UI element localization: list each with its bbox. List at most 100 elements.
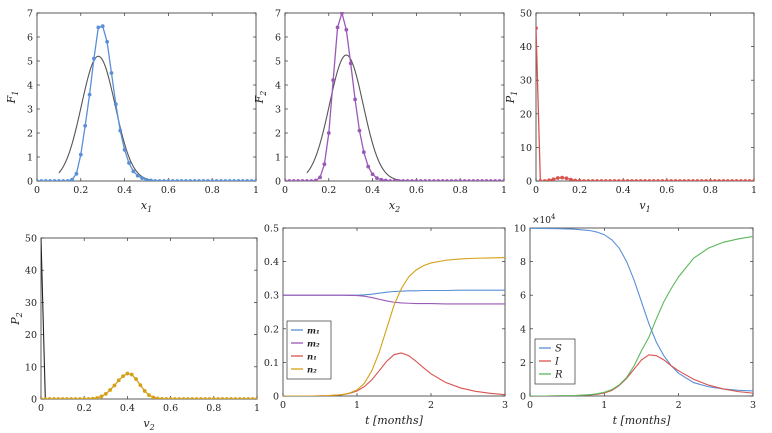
data-point [100,24,105,29]
data-point [233,397,238,399]
data-point [634,179,639,181]
series-m₂ [283,294,505,305]
data-point [73,397,78,399]
data-point [475,179,480,181]
data-point [131,169,136,174]
y-tick-label: 40 [520,42,532,53]
y-tick-label: 50 [25,234,37,245]
series-simulated [37,24,256,181]
y-tick-label: 1 [275,153,281,164]
data-point [542,179,547,181]
data-point [105,39,109,44]
data-point [401,179,406,181]
x-axis-label: x1 [141,199,152,214]
x-tick-label: 0.2 [572,185,587,196]
y-tick-label: 4 [275,81,281,92]
series-line [285,12,504,181]
data-point [375,176,379,181]
plot-area [40,237,258,400]
series-line [530,235,753,396]
data-point [134,377,138,381]
data-point [418,179,423,181]
data-point [586,179,591,181]
plot-area [36,12,257,182]
data-point [427,179,432,181]
data-point [151,395,156,399]
x-tick-label: 2 [676,400,682,411]
x-tick-label: 0 [282,185,288,196]
x-tick-label: 0.6 [161,185,176,196]
series-S [530,227,753,392]
data-point [39,179,44,181]
data-point [590,179,595,181]
data-point [471,179,476,181]
y-tick-label: 7 [27,9,33,20]
data-point [595,179,599,181]
data-point [70,177,74,181]
data-point [743,179,748,181]
x-tick-label: 0.4 [365,185,380,196]
data-point [747,179,752,181]
data-point [573,178,578,181]
x-tick-label: 0.8 [453,185,468,196]
data-point [60,397,65,399]
data-point [673,179,678,181]
series-n₂ [283,257,505,396]
data-point [135,173,140,178]
y-tick-label: 5 [275,57,281,68]
data-point [37,179,39,181]
x-axis-label: x2 [389,199,400,214]
data-point [695,179,700,181]
data-point [379,177,384,181]
data-point [129,372,134,377]
x-tick-label: 0 [533,185,539,196]
data-point [287,179,292,181]
data-point [43,397,48,399]
data-point [254,179,256,181]
data-point [229,397,233,399]
data-point [621,179,626,181]
data-point [43,179,48,181]
data-point [69,397,74,399]
y-tick-label: 0 [31,395,37,406]
x-tick-label: 0.2 [321,185,336,196]
data-point [651,179,656,181]
legend-label: S [555,344,562,355]
data-point [388,179,393,181]
x-axis-label: v1 [639,199,650,214]
data-point [116,378,121,383]
data-point [224,397,229,399]
data-point [484,179,489,181]
data-point [445,179,449,181]
x-tick-label: 1 [751,185,757,196]
y-tick-label: 0 [27,177,33,188]
panel-moments: 0 1 2 3 0 0.1 0.2 0.3 0.4 0.5 t [months] m₁ m₂ n₁ n₂ [264,224,508,428]
y-exponent-label: ×104 [532,213,556,226]
data-point [86,397,91,399]
data-point [245,179,250,181]
y-tick-label: 4 [520,324,526,335]
data-point [87,92,92,97]
data-point [392,179,397,181]
data-point [603,179,608,181]
data-point [669,179,674,181]
x-tick-label: 0.8 [206,403,221,414]
data-point [340,12,344,15]
y-tick-label: 20 [25,330,37,341]
data-point [414,179,419,181]
data-point [242,397,246,399]
y-tick-label: 0 [526,177,532,188]
y-tick-label: 10 [514,224,526,235]
data-point [138,383,143,388]
x-tick-label: 3 [502,400,508,411]
y-tick-label: 3 [27,105,33,116]
data-point [568,177,573,181]
data-point [237,397,242,399]
data-point [109,71,114,75]
y-tick-label: 20 [520,109,532,120]
data-point [173,397,177,399]
data-point [564,176,569,181]
data-point [656,179,660,181]
plot-area [535,12,755,182]
y-tick-label: 0.2 [264,324,279,335]
